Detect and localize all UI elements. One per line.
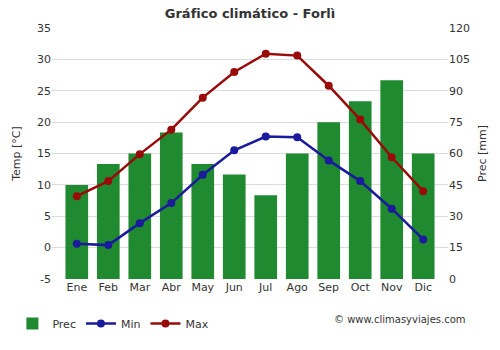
svg-text:Min: Min [121, 318, 141, 331]
svg-text:Feb: Feb [99, 281, 118, 294]
svg-text:45: 45 [449, 179, 463, 192]
svg-text:Mar: Mar [129, 281, 150, 294]
svg-text:15: 15 [37, 147, 51, 160]
svg-text:105: 105 [449, 53, 470, 66]
svg-text:May: May [191, 281, 214, 294]
svg-text:20: 20 [37, 116, 51, 129]
svg-text:Prec [mm]: Prec [mm] [476, 125, 489, 182]
svg-text:15: 15 [449, 241, 463, 254]
svg-text:35: 35 [37, 22, 51, 35]
svg-text:90: 90 [449, 85, 463, 98]
svg-text:5: 5 [44, 210, 51, 223]
svg-text:25: 25 [37, 85, 51, 98]
svg-text:30: 30 [37, 53, 51, 66]
svg-text:30: 30 [449, 210, 463, 223]
svg-text:© www.climasyviajes.com: © www.climasyviajes.com [334, 314, 466, 325]
svg-text:Oct: Oct [351, 281, 371, 294]
svg-text:0: 0 [44, 241, 51, 254]
svg-text:0: 0 [449, 273, 456, 286]
svg-text:Abr: Abr [162, 281, 182, 294]
svg-text:Nov: Nov [381, 281, 403, 294]
svg-text:Jul: Jul [258, 281, 272, 294]
svg-text:Jun: Jun [225, 281, 243, 294]
svg-text:Sep: Sep [318, 281, 339, 294]
svg-text:Dic: Dic [414, 281, 432, 294]
svg-text:Ago: Ago [287, 281, 309, 294]
svg-text:75: 75 [449, 116, 463, 129]
svg-text:Max: Max [185, 318, 208, 331]
svg-text:60: 60 [449, 147, 463, 160]
svg-text:Temp [°C]: Temp [°C] [10, 126, 23, 182]
svg-text:120: 120 [449, 22, 470, 35]
svg-text:-5: -5 [40, 273, 51, 286]
svg-text:10: 10 [37, 179, 51, 192]
svg-text:Gráfico climático - Forlì: Gráfico climático - Forlì [165, 6, 335, 21]
svg-text:Prec: Prec [52, 318, 76, 331]
svg-text:Ene: Ene [66, 281, 87, 294]
